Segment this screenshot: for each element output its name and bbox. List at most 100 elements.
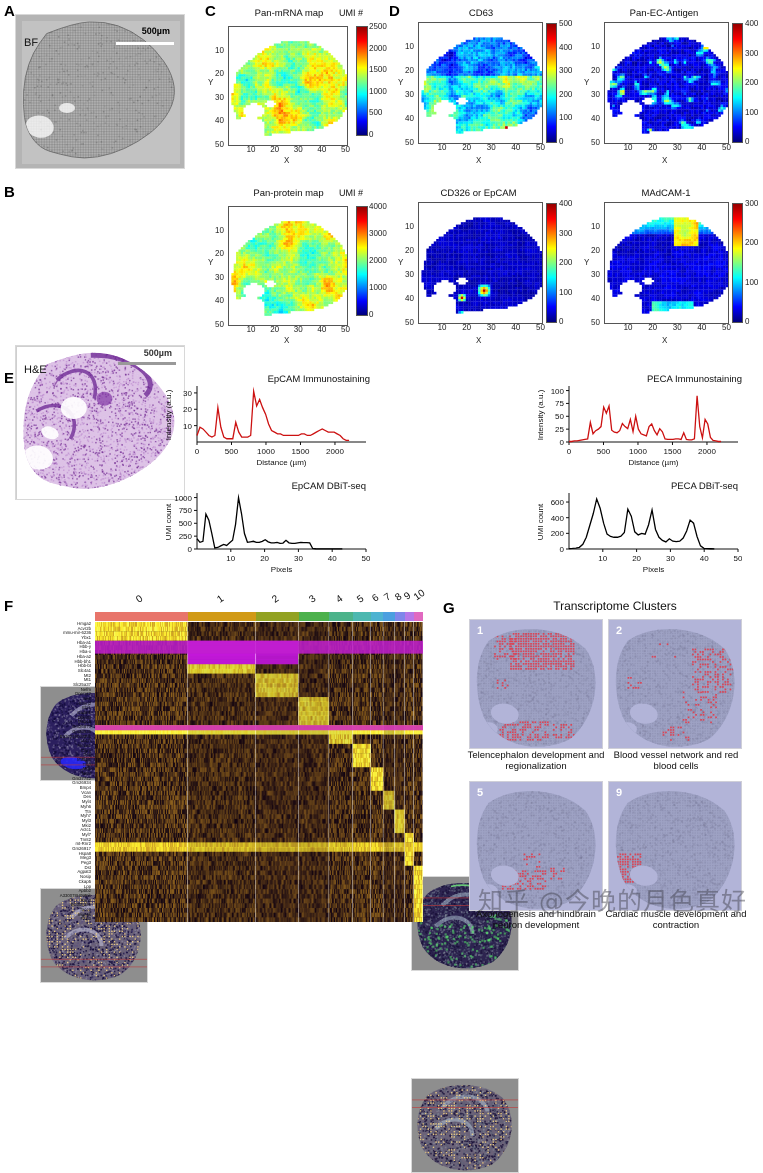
- panel-c-map-1-cbar-tick: 1000: [369, 283, 387, 292]
- panel-a-letter: A: [4, 3, 15, 20]
- panel-f-cluster-label-9: 9: [402, 590, 414, 603]
- panel-d-map-0: CD63 Y X 10 20 30 40 50 10 20 30 40 50 0 100 200 300 4…: [396, 8, 576, 180]
- panel-d-map-2-xtick: 20: [462, 323, 472, 332]
- panel-c-map-1-xtick: 30: [293, 325, 303, 334]
- panel-f-cluster-label-6: 6: [370, 592, 382, 605]
- panel-c-map-0-cbar-tick: 0: [369, 130, 374, 139]
- panel-d-map-0-ytick: 20: [405, 66, 414, 75]
- panel-f-gene-label: Mdfi4l1: [77, 756, 91, 762]
- panel-c-map-0-ytick: 40: [215, 116, 224, 126]
- panel-d-map-1-ytick: 50: [591, 138, 600, 147]
- panel-d-map-1-cbar-tick: 400: [745, 19, 759, 28]
- panel-g-tile-3: 9: [608, 781, 742, 911]
- panel-f-gene-label: Slc4a1: [77, 667, 91, 673]
- panel-f-gene-labels: Hmga2 Acvr2b mmu-mir-6236 Ybx1 Hba-a1 Hbb-y Hb…: [0, 621, 93, 922]
- panel-d-map-3-xtick: 30: [672, 323, 682, 332]
- panel-f-gene-label: Ebf1: [82, 705, 91, 711]
- panel-c-map-1-cbar-tick: 3000: [369, 229, 387, 238]
- panel-f-gene-label: Ybx1: [81, 635, 91, 641]
- panel-d-map-0-xtick: 40: [511, 143, 521, 152]
- panel-f-gene-label: Ttn: [84, 808, 91, 814]
- panel-c-map-1-ytick: 50: [215, 320, 224, 329]
- panel-d-map-2-xlabel: X: [476, 336, 482, 345]
- panel-f-cluster-10: [413, 612, 423, 621]
- panel-d-map-0-ylabel: Y: [398, 78, 404, 87]
- panel-d-map-1-title: Pan-EC-Antigen: [629, 8, 699, 19]
- panel-d-map-0-xlabel: X: [476, 156, 482, 165]
- panel-d-letter: D: [389, 3, 400, 20]
- panel-c-map-1: Pan-protein map UMI # Y X 10 20 30 40 50 10 20…: [206, 188, 387, 360]
- panel-c-map-0-ylabel: Y: [208, 78, 214, 87]
- panel-f-cluster-1: [187, 612, 256, 621]
- panel-g-tile-3-caption: Cardiac muscle development and contracti…: [605, 909, 747, 931]
- panel-c-map-1-cbar-tick: 4000: [369, 202, 387, 211]
- panel-d-map-3-ytick: 20: [591, 246, 600, 255]
- panel-f-gene-label: Myh6: [80, 803, 91, 809]
- panel-c-map-0-ytick: 30: [215, 92, 224, 102]
- panel-a-scalebar-label: 500µm: [141, 26, 170, 36]
- panel-f-gene-label: Mdk: [82, 766, 91, 772]
- panel-f-gene-label: Crym: [80, 747, 91, 753]
- panel-c-map-0-cbar-tick: 2000: [369, 43, 387, 53]
- panel-f-gene-label: mmu-mir-6236: [63, 630, 91, 636]
- panel-g-letter: G: [443, 600, 455, 617]
- panel-d-map-2: CD326 or EpCAM Y X 10 20 30 40 50 10 20 30 40 50 0…: [396, 188, 576, 360]
- panel-c-map-0-ytick: 50: [215, 140, 224, 149]
- panel-e-plot-0-title: EpCAM Immunostaining: [267, 374, 370, 385]
- panel-c-map-0-title: Pan-mRNA map: [254, 8, 324, 19]
- panel-g-tile-2: 5: [469, 781, 603, 911]
- panel-c-map-1-title: Pan-protein map: [253, 188, 324, 199]
- panel-f-letter: F: [4, 598, 14, 615]
- panel-f-gene-label: Hbb-y: [79, 644, 91, 650]
- panel-f-gene-label: Myh7: [80, 813, 91, 819]
- panel-d-map-1-ytick: 20: [591, 66, 600, 75]
- panel-f-gene-label: Nnat: [81, 771, 91, 776]
- panel-f-gene-label: Tacc3: [79, 906, 91, 912]
- panel-f-gene-label: Gm26934: [72, 780, 91, 786]
- panel-c-map-0-cbar-tick: 1500: [369, 65, 387, 75]
- panel-c-map-0-cbar-title: UMI #: [339, 8, 364, 18]
- panel-g-tile-0: 1: [469, 619, 603, 749]
- panel-g-tile-1: 2: [608, 619, 742, 749]
- panel-d-map-2-ytick: 50: [405, 318, 414, 327]
- panel-d-map-1-cbar-tick: 300: [745, 48, 759, 58]
- panel-d-map-0-cbar-tick: 500: [559, 19, 573, 28]
- panel-c-map-1-ytick: 20: [215, 249, 224, 259]
- panel-f-gene-label: Onecut2: [74, 691, 91, 697]
- panel-f-cluster-label-5: 5: [355, 593, 367, 606]
- panel-f-gene-label: Lpp: [83, 883, 91, 889]
- panel-d-map-2-cbar-tick: 0: [559, 317, 564, 326]
- panel-d-map-0-title: CD63: [468, 8, 494, 19]
- panel-c-map-0-cbar-tick: 1000: [369, 86, 387, 96]
- panel-d-map-2-ytick: 30: [405, 270, 414, 279]
- panel-e-tissue-image-peca-dbit: [411, 1078, 519, 1173]
- panel-f-cluster-4: [329, 612, 353, 621]
- panel-d-map-2-xtick: 40: [511, 323, 521, 332]
- panel-g-tile-0-caption: Telencephalon development and regionaliz…: [467, 750, 605, 772]
- panel-f-cluster-label-4: 4: [334, 593, 346, 606]
- panel-f-gene-label: Ttc3: [82, 761, 91, 767]
- panel-f-gene-label: Cadm1: [77, 710, 91, 716]
- panel-f-cluster-numbers: 0 1 2 3 4 5 6 7 8 9 10: [95, 588, 428, 610]
- panel-d-map-3-xlabel: X: [662, 336, 668, 345]
- panel-a-brightfield-image: BF 500µm: [15, 14, 185, 169]
- panel-f-gene-label: Agpat3: [77, 869, 91, 875]
- panel-d-map-3-xtick: 10: [623, 323, 633, 332]
- panel-f-gene-label: Myl4: [81, 799, 91, 805]
- panel-d-map-2-ytick: 40: [405, 294, 414, 303]
- panel-g-tile-2-caption: Axonogenesis and hindbrain neuron develo…: [476, 909, 596, 931]
- panel-f-gene-label: Map1b: [77, 719, 91, 725]
- panel-f-gene-label: Hmga2: [77, 621, 91, 626]
- panel-d-map-2-cbar-tick: 300: [559, 228, 573, 238]
- panel-d-map-0-xtick: 50: [536, 143, 545, 152]
- panel-f-gene-label: Mt2: [83, 672, 91, 678]
- panel-d-map-0-cbar-tick: 200: [559, 89, 573, 99]
- panel-f-gene-label: Meg3: [80, 855, 91, 861]
- panel-f-gene-label: Ckap5: [78, 878, 91, 884]
- panel-c-map-0-xlabel: X: [284, 156, 290, 165]
- panel-c-map-0-xtick: 50: [341, 145, 350, 154]
- panel-f-cluster-label-7: 7: [382, 591, 394, 604]
- panel-g-tile-1-number: 2: [616, 625, 623, 637]
- panel-d-map-1-cbar-tick: 0: [745, 137, 750, 146]
- panel-f-gene-label: Actc1: [80, 827, 91, 833]
